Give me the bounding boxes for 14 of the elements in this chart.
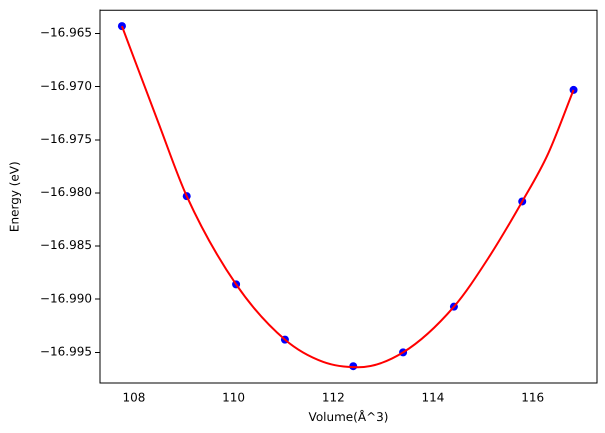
x-tick-label: 116	[521, 390, 544, 405]
y-axis-title: Energy (eV)	[7, 161, 22, 232]
y-tick-label: −16.965	[40, 26, 92, 40]
y-tick-label: −16.985	[40, 238, 92, 252]
x-tick-label: 108	[122, 390, 146, 405]
x-tick-label: 114	[422, 390, 444, 405]
x-axis-title: Volume(Å^3)	[308, 408, 388, 424]
y-tick-label: −16.995	[40, 344, 92, 359]
x-tick-label: 112	[322, 390, 345, 405]
x-tick-label: 110	[222, 390, 246, 405]
y-tick-label: −16.990	[40, 291, 92, 306]
y-tick-label: −16.970	[40, 78, 92, 93]
y-tick-label: −16.975	[40, 132, 92, 146]
y-tick-label: −16.980	[40, 185, 92, 200]
